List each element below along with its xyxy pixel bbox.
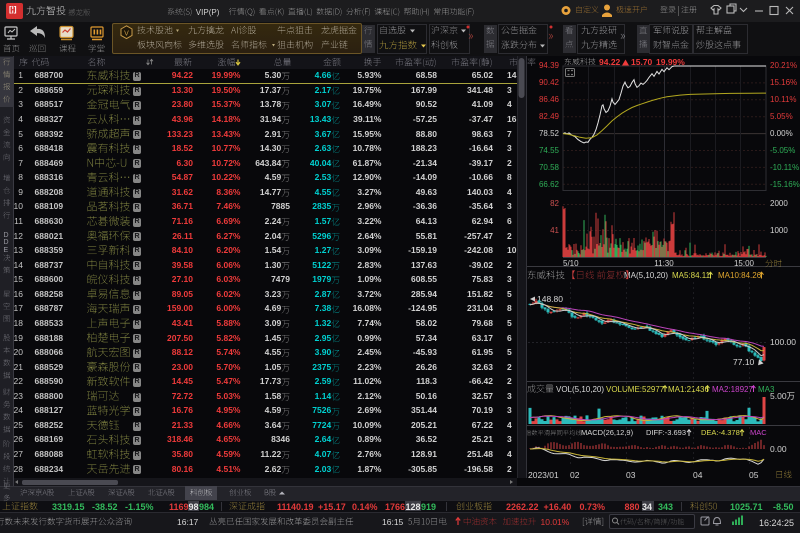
- svg-text:V: V: [124, 31, 129, 38]
